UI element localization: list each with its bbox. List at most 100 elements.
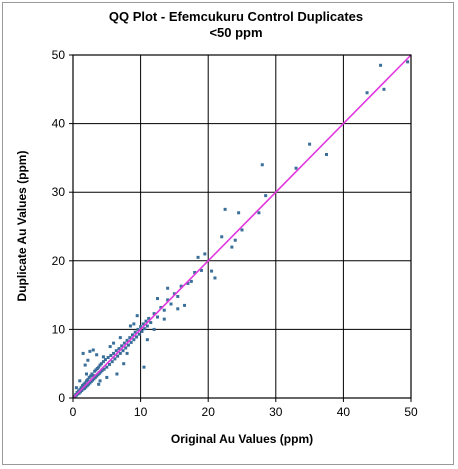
data-point (162, 308, 166, 312)
data-point (105, 375, 109, 379)
data-point (78, 388, 82, 392)
data-point (260, 163, 264, 167)
y-tick-label: 10 (52, 322, 66, 336)
data-point (325, 152, 328, 156)
data-point (136, 327, 140, 331)
data-point (105, 365, 109, 369)
data-point (257, 211, 261, 215)
data-point (112, 351, 116, 355)
data-point (79, 386, 83, 390)
data-point (125, 351, 129, 355)
data-point (294, 166, 298, 170)
data-point (213, 276, 217, 280)
data-point (166, 298, 170, 302)
data-point (102, 367, 106, 371)
data-point (100, 369, 104, 373)
data-point (308, 142, 312, 146)
data-point (199, 268, 203, 272)
data-point (379, 63, 383, 67)
data-point (114, 349, 118, 353)
data-point (220, 235, 224, 239)
data-point (95, 353, 99, 357)
x-tick-label: 20 (202, 405, 216, 419)
data-point (122, 362, 126, 366)
data-point (126, 343, 130, 347)
data-point (83, 363, 87, 367)
data-point (193, 270, 197, 274)
data-point (223, 207, 227, 211)
data-point (169, 302, 173, 306)
data-point (108, 345, 112, 349)
data-point (74, 386, 78, 390)
reference-line-layer (72, 54, 412, 399)
data-point (176, 307, 180, 311)
data-point (88, 349, 92, 353)
data-point (141, 322, 145, 326)
data-points (73, 60, 410, 399)
data-point (97, 382, 101, 386)
x-tick-label: 30 (269, 405, 283, 419)
data-point (86, 377, 90, 381)
data-point (145, 338, 149, 342)
plot-area-border (72, 54, 412, 399)
data-point (120, 344, 124, 348)
data-point (152, 327, 156, 331)
data-point (121, 349, 125, 353)
data-point (116, 354, 120, 358)
data-point (113, 357, 117, 361)
x-tick-label: 50 (404, 405, 418, 419)
data-point (152, 312, 156, 316)
data-point (186, 281, 190, 285)
data-point (98, 379, 102, 383)
data-point (101, 355, 105, 359)
data-point (144, 319, 148, 323)
data-point (406, 60, 410, 64)
data-point (240, 228, 244, 232)
data-point (78, 379, 82, 383)
data-point (145, 324, 149, 328)
data-point (135, 335, 139, 339)
data-point (143, 327, 147, 331)
tick-labels: 0 10 20 30 40 50 0 10 20 30 40 50 (52, 48, 418, 419)
data-point (156, 315, 159, 319)
data-point (230, 245, 234, 249)
data-point (91, 348, 95, 352)
x-axis-label: Original Au Values (ppm) (171, 432, 313, 446)
x-tick-label: 0 (70, 405, 77, 419)
data-point (147, 316, 151, 320)
data-point (233, 238, 237, 242)
data-point (142, 365, 146, 369)
data-point (196, 255, 200, 259)
data-point (81, 351, 85, 355)
data-point (172, 292, 176, 296)
data-point (115, 372, 119, 376)
data-point (118, 336, 122, 340)
data-point (156, 297, 159, 301)
data-point (140, 329, 144, 333)
chart-title: QQ Plot - Efemcukuru Control Duplicates (109, 9, 363, 24)
data-point (103, 358, 107, 362)
y-tick-label: 40 (52, 117, 66, 131)
data-point (132, 322, 136, 326)
y-tick-label: 20 (52, 254, 66, 268)
data-point (117, 347, 121, 351)
data-point (128, 336, 132, 340)
y-tick-label: 50 (52, 48, 66, 62)
data-point (183, 303, 187, 307)
data-point (139, 325, 143, 329)
data-point (118, 351, 122, 355)
data-point (108, 362, 112, 366)
data-point (159, 305, 163, 309)
data-point (135, 314, 139, 318)
data-point (129, 340, 133, 344)
data-point (166, 286, 170, 290)
data-point (210, 269, 214, 273)
data-point (128, 324, 132, 328)
data-point (264, 194, 268, 198)
data-point (101, 360, 105, 364)
data-point (110, 360, 114, 364)
data-point (122, 341, 126, 345)
data-point (106, 356, 110, 360)
data-point (137, 332, 141, 336)
